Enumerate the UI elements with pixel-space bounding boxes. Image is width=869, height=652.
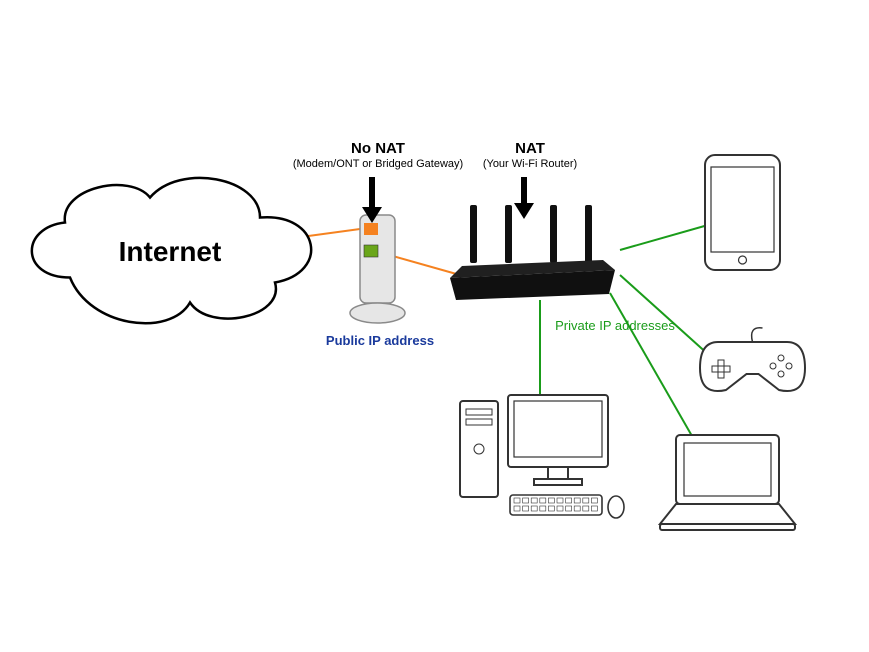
nat-title: NAT xyxy=(440,140,620,158)
internet-label: Internet xyxy=(90,235,250,269)
nat-label-group: NAT (Your Wi-Fi Router) xyxy=(440,140,620,171)
edge-router-laptop xyxy=(610,293,700,450)
diagram-canvas xyxy=(0,0,869,652)
modem-icon xyxy=(350,215,405,323)
edge-router-phone xyxy=(620,225,708,250)
public-ip-label: Public IP address xyxy=(300,333,460,349)
gamepad-icon xyxy=(700,328,805,391)
desktop-icon xyxy=(460,395,624,518)
arrow-down-icon xyxy=(514,177,534,219)
private-ip-label: Private IP addresses xyxy=(530,318,700,334)
router-icon xyxy=(450,205,615,300)
laptop-icon xyxy=(660,435,795,530)
nat-subtitle: (Your Wi-Fi Router) xyxy=(440,158,620,171)
phone-icon xyxy=(705,155,780,270)
edge-router-gamepad xyxy=(620,275,710,356)
